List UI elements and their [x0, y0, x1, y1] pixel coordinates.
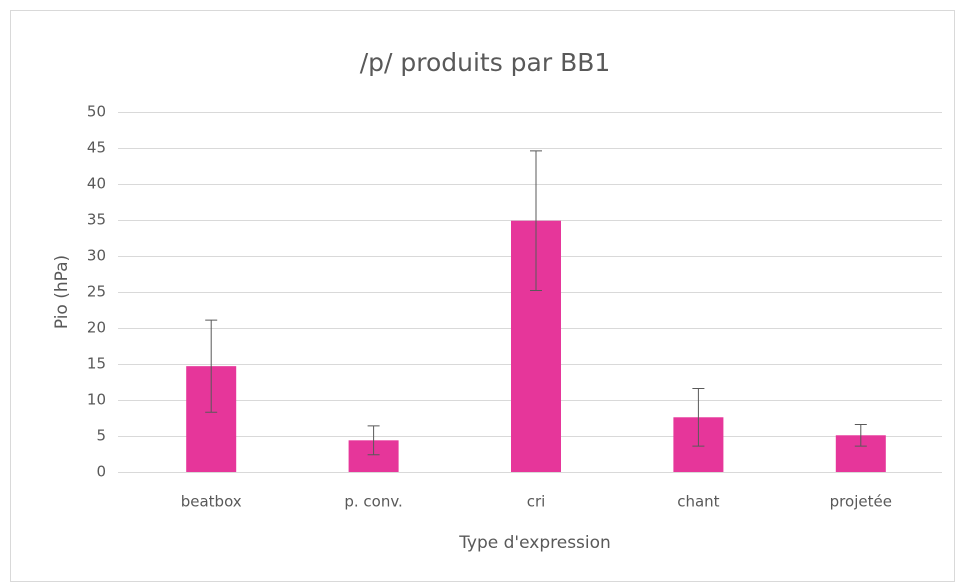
y-axis-label: Pio (hPa) [52, 255, 72, 329]
y-tick-label: 45 [87, 139, 106, 157]
y-tick-label: 5 [96, 427, 106, 445]
y-tick-label: 0 [96, 463, 106, 481]
y-tick-label: 15 [87, 355, 106, 373]
error-bar [530, 150, 542, 292]
x-tick-label: chant [677, 493, 719, 511]
x-tick-label: cri [527, 493, 546, 511]
y-tick-label: 10 [87, 391, 106, 409]
error-bar [692, 387, 705, 447]
y-tick-label: 30 [87, 247, 106, 265]
y-tick-label: 35 [87, 211, 106, 229]
y-tick-label: 20 [87, 319, 106, 337]
error-bar [367, 425, 380, 456]
x-axis-label: Type d'expression [458, 533, 611, 553]
chart-title: /p/ produits par BB1 [360, 48, 611, 77]
error-bar [854, 423, 867, 447]
y-tick-label: 40 [87, 175, 106, 193]
y-tick-label: 50 [87, 103, 106, 121]
x-tick-label: projetée [830, 493, 892, 511]
error-bar [205, 319, 218, 413]
chart-frame [10, 10, 955, 582]
x-tick-label: p. conv. [344, 493, 402, 511]
x-tick-label: beatbox [181, 493, 242, 511]
y-tick-label: 25 [87, 283, 106, 301]
